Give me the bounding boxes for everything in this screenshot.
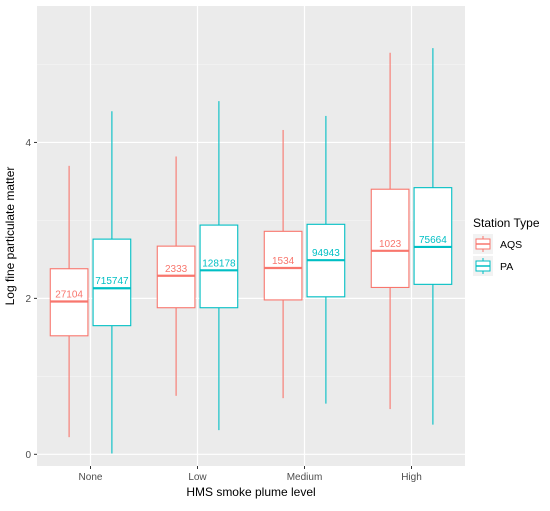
box-aqs-high: 1023 — [370, 52, 410, 410]
y-tick-label: 0 — [25, 450, 31, 461]
box-body — [413, 187, 453, 285]
grid-lines — [37, 6, 465, 466]
count-label: 75664 — [419, 235, 447, 246]
box-body — [263, 230, 303, 301]
box-body — [156, 245, 196, 309]
box-pa-medium: 94943 — [306, 115, 346, 404]
legend-title: Station Type — [473, 216, 540, 230]
count-label: 94943 — [312, 248, 340, 259]
x-tick-label: High — [401, 472, 422, 483]
box-pa-none: 715747 — [92, 111, 132, 454]
box-body — [199, 224, 239, 309]
x-axis-ticks: None Low Medium High — [79, 466, 422, 483]
legend-keys: AQS PA — [473, 234, 522, 276]
count-label: 715747 — [95, 276, 129, 287]
box-plots: 27104 2333 1534 1023 715747 128178 94943 75664 — [49, 48, 453, 454]
box-aqs-none: 27104 — [49, 165, 89, 438]
count-label: 2333 — [165, 264, 188, 275]
count-label: 27104 — [55, 289, 83, 300]
count-label: 1023 — [379, 239, 402, 250]
legend-item-aqs: AQS — [473, 234, 522, 254]
x-tick-label: Low — [188, 472, 207, 483]
box-aqs-low: 2333 — [156, 156, 196, 396]
legend-item-pa: PA — [473, 256, 513, 276]
x-axis-title: HMS smoke plume level — [186, 485, 315, 499]
box-aqs-medium: 1534 — [263, 129, 303, 399]
x-tick-label: None — [79, 472, 103, 483]
legend-label: PA — [500, 261, 513, 273]
count-label: 128178 — [202, 258, 236, 269]
box-body — [92, 238, 132, 327]
legend-label: AQS — [500, 239, 522, 251]
y-axis-title: Log fine particulate matter — [3, 167, 17, 306]
y-axis-ticks: 0 2 4 — [25, 138, 37, 461]
y-tick-label: 2 — [25, 294, 31, 305]
y-tick-label: 4 — [25, 138, 31, 149]
count-label: 1534 — [272, 256, 295, 267]
box-body — [370, 188, 410, 289]
legend: Station Type AQS PA — [473, 216, 540, 276]
x-tick-label: Medium — [287, 472, 323, 483]
box-pa-low: 128178 — [199, 101, 239, 431]
box-pa-high: 75664 — [413, 48, 453, 425]
